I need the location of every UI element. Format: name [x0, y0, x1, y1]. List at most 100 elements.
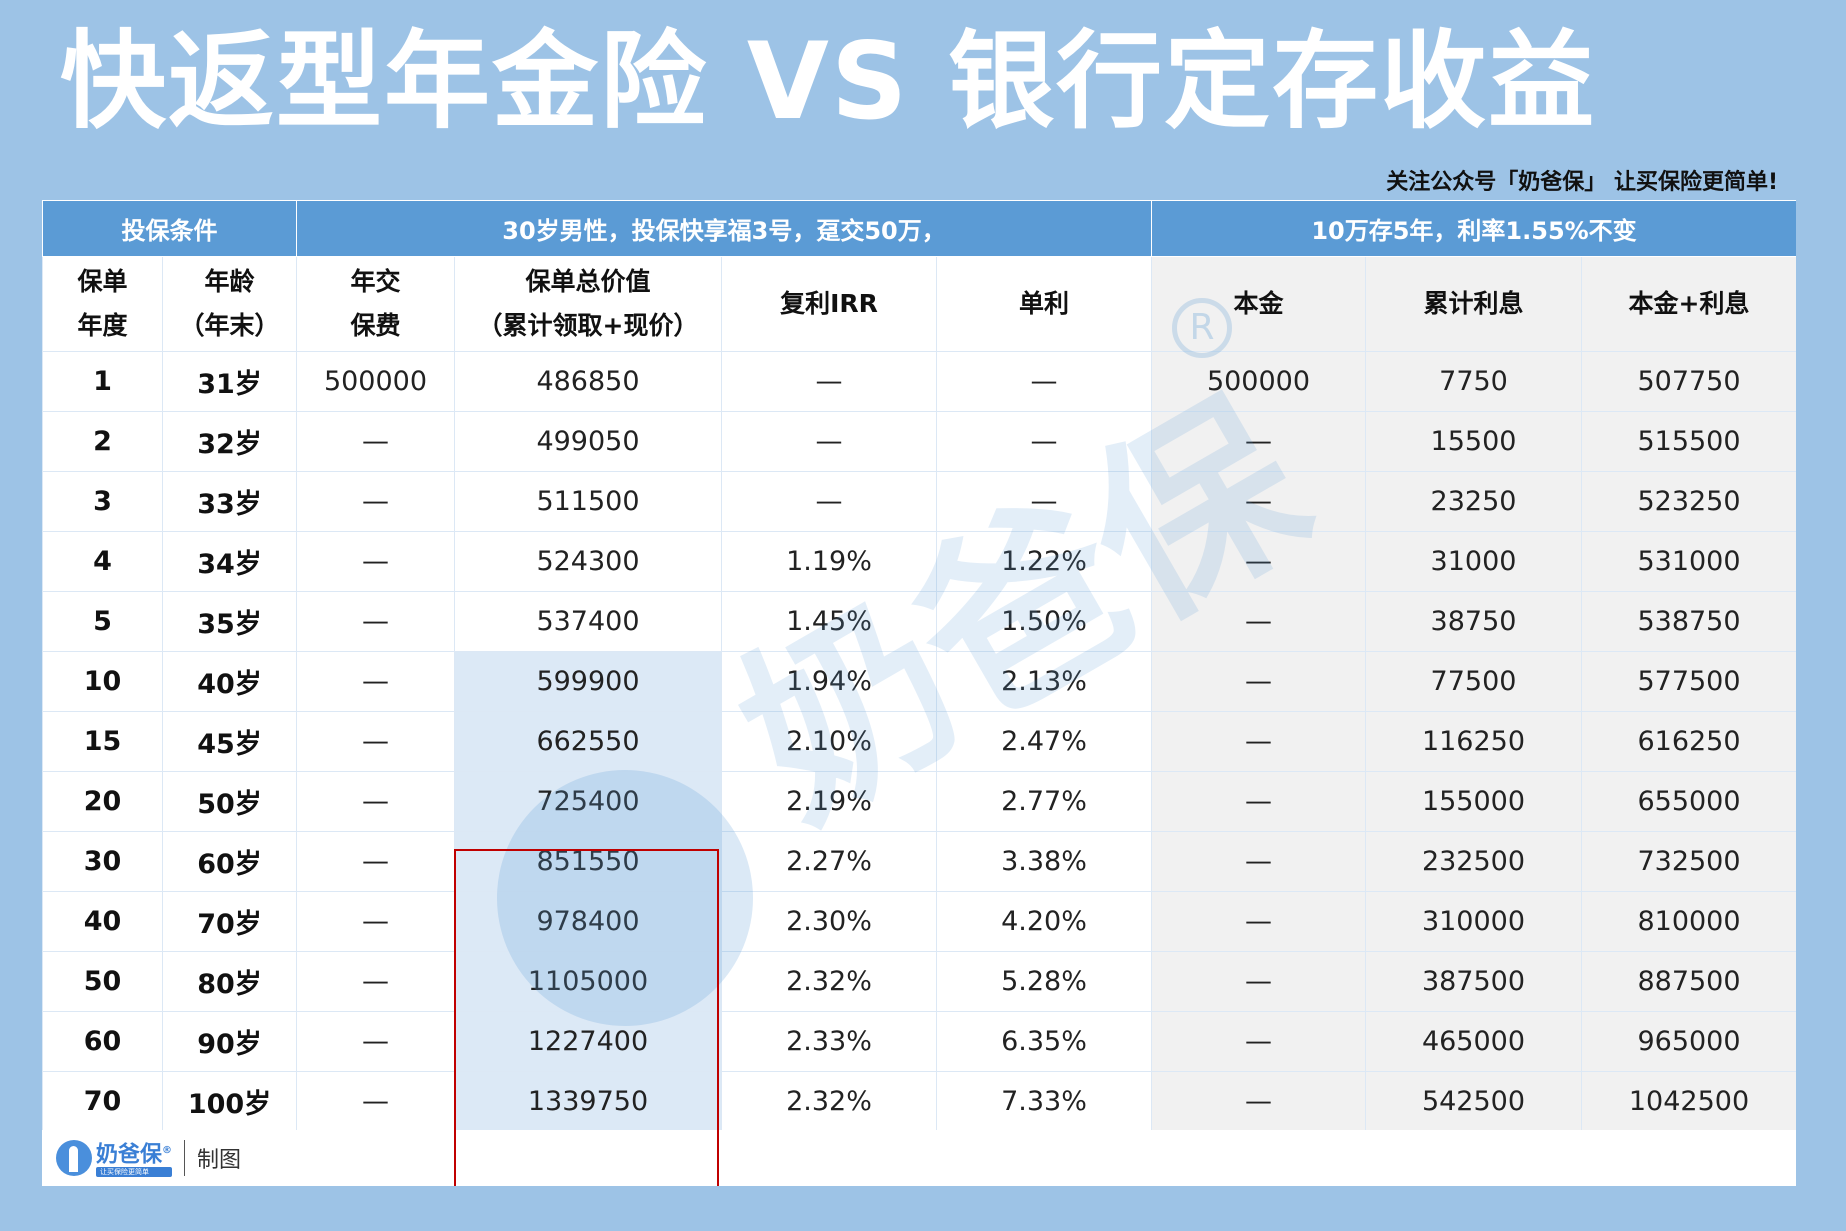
table-cell: 4 [42, 531, 163, 592]
group-header-row: 投保条件 30岁男性，投保快享福3号，趸交50万， 10万存5年，利率1.55%… [42, 200, 1796, 257]
comparison-table: 投保条件 30岁男性，投保快享福3号，趸交50万， 10万存5年，利率1.55%… [42, 200, 1796, 1132]
table-cell: 80岁 [162, 951, 297, 1012]
table-body: 1 31岁 500000 486850— —500000 7750 507750 2 32岁 —4… [42, 351, 1796, 1132]
table-cell: — [1151, 1071, 1366, 1132]
brand-name: 奶爸保® [96, 1142, 173, 1168]
table-cell: — [296, 951, 455, 1012]
table-cell: — [721, 351, 937, 412]
table-cell: 887500 [1580, 951, 1796, 1012]
table-cell: — [1151, 591, 1366, 652]
table-cell: 511500 [454, 471, 722, 532]
table-cell: 465000 [1365, 1011, 1582, 1072]
table-cell: — [1151, 651, 1366, 712]
table-cell: 486850 [454, 351, 722, 412]
column-header: 单利 [936, 256, 1152, 352]
table-cell: 1.22% [936, 531, 1152, 592]
table-cell: — [1151, 531, 1366, 592]
group-header-insurance: 30岁男性，投保快享福3号，趸交50万， [296, 200, 1152, 257]
slogan: 关注公众号「奶爸保」 让买保险更简单! [1386, 170, 1778, 195]
table-cell: 725400 [454, 771, 722, 832]
table-cell: 10 [42, 651, 163, 712]
table-cell: 2.32% [721, 1071, 937, 1132]
table-cell: — [296, 711, 455, 772]
table-cell: 732500 [1580, 831, 1796, 892]
table-cell: 1 [42, 351, 163, 412]
table-cell: 500000 [296, 351, 455, 412]
table-cell: 100岁 [162, 1071, 297, 1132]
table-cell: 1.45% [721, 591, 937, 652]
table-cell: 499050 [454, 411, 722, 472]
table-cell: 50 [42, 951, 163, 1012]
table-cell: 77500 [1365, 651, 1582, 712]
table-cell: — [1151, 771, 1366, 832]
table-row: 30 60岁 —851550 2.27% 3.38% —232500 732500 [42, 831, 1796, 892]
table-cell: — [1151, 1011, 1366, 1072]
table-cell: 32岁 [162, 411, 297, 472]
table-cell: 2.27% [721, 831, 937, 892]
table-cell: 33岁 [162, 471, 297, 532]
table-cell: 1.50% [936, 591, 1152, 652]
table-cell: 15 [42, 711, 163, 772]
table-cell: 232500 [1365, 831, 1582, 892]
table-cell: 20 [42, 771, 163, 832]
table-cell: 310000 [1365, 891, 1582, 952]
table-row: 50 80岁 —1105000 2.32% 5.28% —387500 887500 [42, 951, 1796, 1012]
table-cell: 40 [42, 891, 163, 952]
table-cell: 577500 [1580, 651, 1796, 712]
table-cell: 1105000 [454, 951, 722, 1012]
table-cell: 40岁 [162, 651, 297, 712]
table-cell: 655000 [1580, 771, 1796, 832]
table-cell: 1339750 [454, 1071, 722, 1132]
table-cell: 2.77% [936, 771, 1152, 832]
table-cell: 2.30% [721, 891, 937, 952]
table-cell: 5 [42, 591, 163, 652]
table-cell: 34岁 [162, 531, 297, 592]
table-row: 40 70岁 —978400 2.30% 4.20% —310000 810000 [42, 891, 1796, 952]
table-cell: — [296, 591, 455, 652]
table-cell: 50岁 [162, 771, 297, 832]
table-row: 10 40岁 —599900 1.94% 2.13% —77500 577500 [42, 651, 1796, 712]
brand-logo: 奶爸保® 让买保险更简单 [56, 1139, 173, 1178]
column-header: 复利IRR [721, 256, 937, 352]
table-cell: 45岁 [162, 711, 297, 772]
table-cell: 2.19% [721, 771, 937, 832]
table-cell: 155000 [1365, 771, 1582, 832]
table-cell: 524300 [454, 531, 722, 592]
table-cell: 2 [42, 411, 163, 472]
table-cell: — [1151, 951, 1366, 1012]
table-cell: — [936, 411, 1152, 472]
table-cell: — [296, 1071, 455, 1132]
page-title: 快返型年金险 VS 银行定存收益 [60, 20, 1597, 143]
table-cell: 515500 [1580, 411, 1796, 472]
column-header: 本金+利息 [1580, 256, 1796, 352]
parent-child-icon [56, 1139, 92, 1176]
table-cell: 60岁 [162, 831, 297, 892]
table-cell: — [1151, 471, 1366, 532]
column-header: 累计利息 [1365, 256, 1582, 352]
table-cell: 662550 [454, 711, 722, 772]
comparison-table-panel: 投保条件 30岁男性，投保快享福3号，趸交50万， 10万存5年，利率1.55%… [42, 200, 1796, 1186]
table-cell: — [296, 471, 455, 532]
table-row: 1 31岁 500000 486850— —500000 7750 507750 [42, 351, 1796, 412]
table-cell: 4.20% [936, 891, 1152, 952]
table-cell: — [296, 771, 455, 832]
column-header: 本金 [1151, 256, 1366, 352]
table-cell: 1227400 [454, 1011, 722, 1072]
table-cell: 3 [42, 471, 163, 532]
table-cell: 70 [42, 1071, 163, 1132]
table-cell: 31岁 [162, 351, 297, 412]
column-header: 保单 年度 [42, 256, 163, 352]
footer-divider [184, 1140, 186, 1176]
table-cell: 7.33% [936, 1071, 1152, 1132]
brand-subtitle: 让买保险更简单 [96, 1167, 173, 1178]
table-row: 5 35岁 —537400 1.45% 1.50% —38750 538750 [42, 591, 1796, 652]
table-cell: 599900 [454, 651, 722, 712]
table-cell: 2.10% [721, 711, 937, 772]
table-row: 15 45岁 —662550 2.10% 2.47% —116250 616250 [42, 711, 1796, 772]
table-cell: — [296, 891, 455, 952]
table-cell: 1.94% [721, 651, 937, 712]
table-cell: — [1151, 711, 1366, 772]
table-cell: — [296, 1011, 455, 1072]
table-cell: 5.28% [936, 951, 1152, 1012]
table-cell: 30 [42, 831, 163, 892]
